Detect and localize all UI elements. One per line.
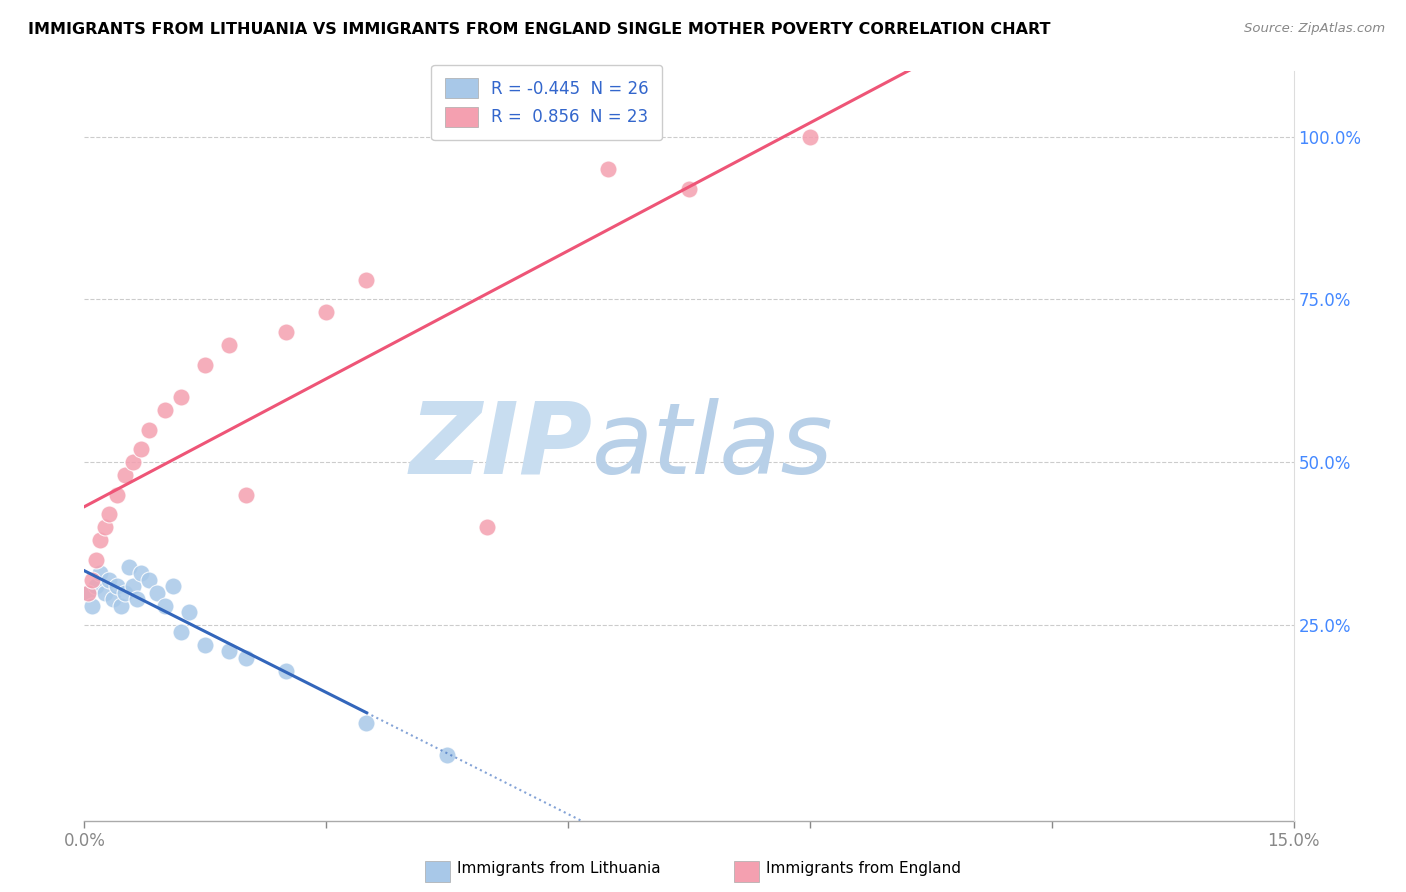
- Point: [125, 592, 148, 607]
- Point: [218, 644, 240, 658]
- Point: [153, 403, 176, 417]
- Point: [82, 599, 104, 613]
- Point: [82, 573, 104, 587]
- Point: [93, 585, 115, 599]
- Point: [105, 488, 128, 502]
- Text: IMMIGRANTS FROM LITHUANIA VS IMMIGRANTS FROM ENGLAND SINGLE MOTHER POVERTY CORRE: IMMIGRANTS FROM LITHUANIA VS IMMIGRANTS …: [28, 22, 1050, 37]
- Point: [101, 592, 124, 607]
- Text: atlas: atlas: [592, 398, 834, 494]
- Point: [121, 455, 143, 469]
- Point: [138, 423, 160, 437]
- Text: ZIP: ZIP: [409, 398, 592, 494]
- Point: [97, 508, 120, 522]
- Point: [274, 325, 297, 339]
- Point: [153, 599, 176, 613]
- Point: [86, 553, 108, 567]
- Point: [315, 305, 337, 319]
- Legend: R = -0.445  N = 26, R =  0.856  N = 23: R = -0.445 N = 26, R = 0.856 N = 23: [432, 65, 662, 140]
- Point: [121, 579, 143, 593]
- Point: [138, 573, 160, 587]
- Point: [129, 566, 152, 580]
- Point: [93, 520, 115, 534]
- Point: [86, 579, 108, 593]
- Point: [105, 579, 128, 593]
- Point: [110, 599, 132, 613]
- Point: [274, 664, 297, 678]
- Point: [97, 573, 120, 587]
- Text: Source: ZipAtlas.com: Source: ZipAtlas.com: [1244, 22, 1385, 36]
- Point: [118, 559, 141, 574]
- Point: [356, 715, 378, 730]
- Text: Immigrants from England: Immigrants from England: [766, 861, 962, 876]
- Bar: [425, 861, 450, 882]
- Point: [356, 273, 378, 287]
- Point: [114, 468, 136, 483]
- Point: [114, 585, 136, 599]
- Point: [194, 638, 217, 652]
- Point: [77, 585, 100, 599]
- Point: [170, 624, 193, 639]
- Point: [129, 442, 152, 457]
- Point: [77, 585, 100, 599]
- Point: [218, 338, 240, 352]
- Point: [146, 585, 169, 599]
- Point: [170, 390, 193, 404]
- Point: [89, 533, 111, 548]
- Point: [678, 181, 700, 195]
- Point: [477, 520, 499, 534]
- Point: [179, 605, 201, 619]
- Point: [598, 162, 620, 177]
- Bar: [734, 861, 759, 882]
- Point: [436, 748, 458, 763]
- Point: [235, 488, 257, 502]
- Point: [162, 579, 184, 593]
- Point: [194, 358, 217, 372]
- Point: [799, 129, 821, 144]
- Text: Immigrants from Lithuania: Immigrants from Lithuania: [457, 861, 661, 876]
- Point: [89, 566, 111, 580]
- Point: [235, 650, 257, 665]
